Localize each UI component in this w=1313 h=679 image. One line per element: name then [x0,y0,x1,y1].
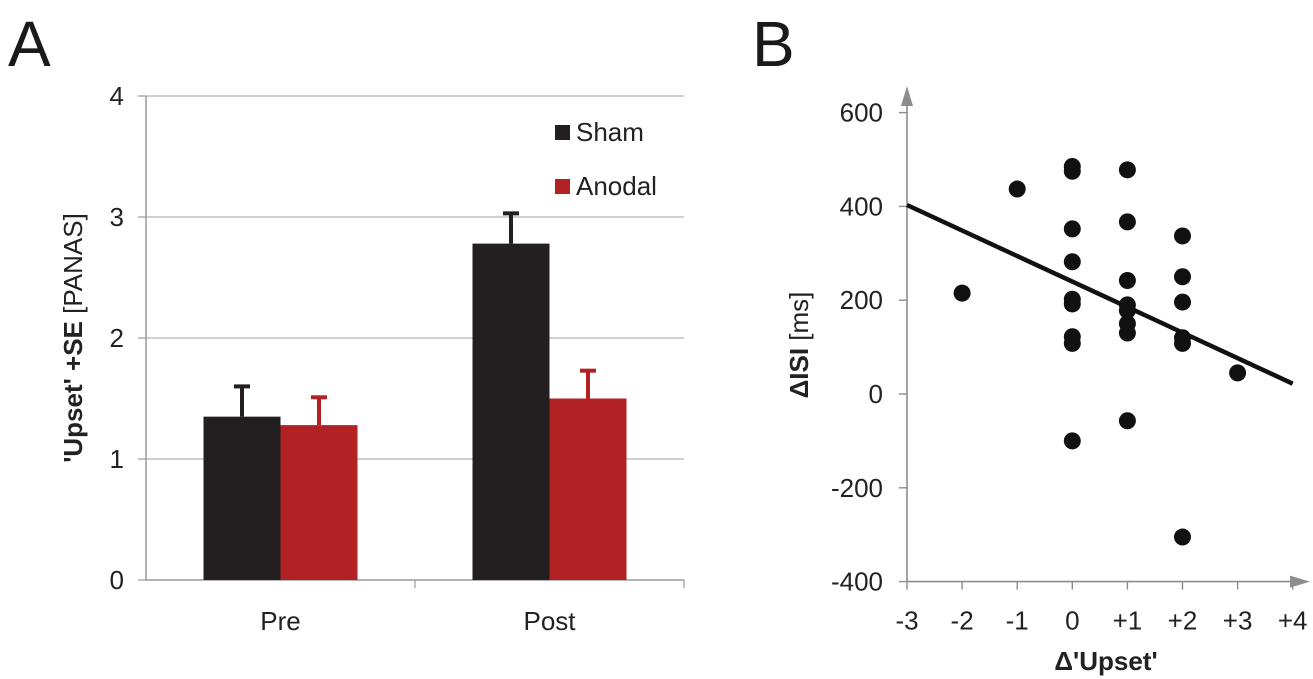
bar-sham [472,243,550,580]
y-axis-arrow-icon [901,86,913,106]
panel-a-label: A [8,8,51,80]
data-point [1174,293,1191,311]
bar-chart-ylabel: 'Upset' +SE [PANAS] [58,213,88,463]
data-point [1174,334,1191,352]
y-tick-label: 1 [110,444,124,474]
y-tick-label: 600 [840,98,883,128]
data-point [1174,268,1191,286]
x-tick-label: +3 [1223,606,1253,636]
bar-ylabel-bold: 'Upset' +SE [58,321,88,463]
data-point [1118,272,1136,290]
data-point [1063,334,1081,352]
x-tick-label: -2 [951,606,974,636]
bar-anodal [549,398,627,580]
x-tick-label: -1 [1006,606,1029,636]
data-point [953,284,971,302]
data-point [1063,295,1081,313]
data-point [1118,412,1136,430]
data-point [1063,162,1081,180]
y-tick-label: -200 [831,473,883,503]
x-tick-label: -3 [895,606,918,636]
x-tick-label: +1 [1113,606,1143,636]
scatter-xlabel: Δ'Upset' [1054,646,1157,676]
bar-sham [203,416,281,580]
bar-chart: 0 1 2 3 4 Pre Post Sham Anodal [110,81,685,636]
x-tick-label: 0 [1065,606,1079,636]
scatter-ylabel-rest: [ms] [784,292,814,348]
data-point [1118,324,1136,342]
y-tick-label: 0 [110,565,124,595]
data-point [1174,528,1191,546]
x-tick-label: Post [523,606,576,636]
data-point [1063,432,1081,450]
y-tick-label: 200 [840,285,883,315]
panel-b-label: B [752,8,795,80]
x-tick-label: +2 [1168,606,1198,636]
data-point [1118,161,1136,179]
x-tick-label: +4 [1278,606,1308,636]
scatter-ylabel-bold: ΔISI [784,348,814,398]
bar-anodal [280,425,358,580]
y-tick-label: 3 [110,202,124,232]
legend-label-anodal: Anodal [576,171,657,201]
y-tick-label: -400 [831,567,883,597]
data-point [1229,364,1247,382]
data-point [1063,253,1081,271]
y-tick-label: 0 [869,379,883,409]
y-tick-label: 400 [840,191,883,221]
legend-swatch-anodal [555,179,570,194]
bar-ylabel-rest: [PANAS] [58,213,88,321]
x-axis-arrow-icon [1290,575,1310,588]
data-point [1118,302,1136,320]
x-tick-label: Pre [260,606,300,636]
data-point [1008,180,1026,198]
data-point [1174,227,1191,245]
scatter-chart: -400 -200 0 200 400 600 -3 -2 -1 0 +1 +2 +3 +4 [831,86,1310,636]
regression-line [906,202,1294,386]
data-point [1118,213,1136,231]
data-point [1063,220,1081,238]
scatter-ylabel: ΔISI [ms] [784,292,814,399]
legend-swatch-sham [555,125,570,140]
y-tick-label: 2 [110,323,124,353]
legend-label-sham: Sham [576,117,644,147]
y-tick-label: 4 [110,81,124,111]
